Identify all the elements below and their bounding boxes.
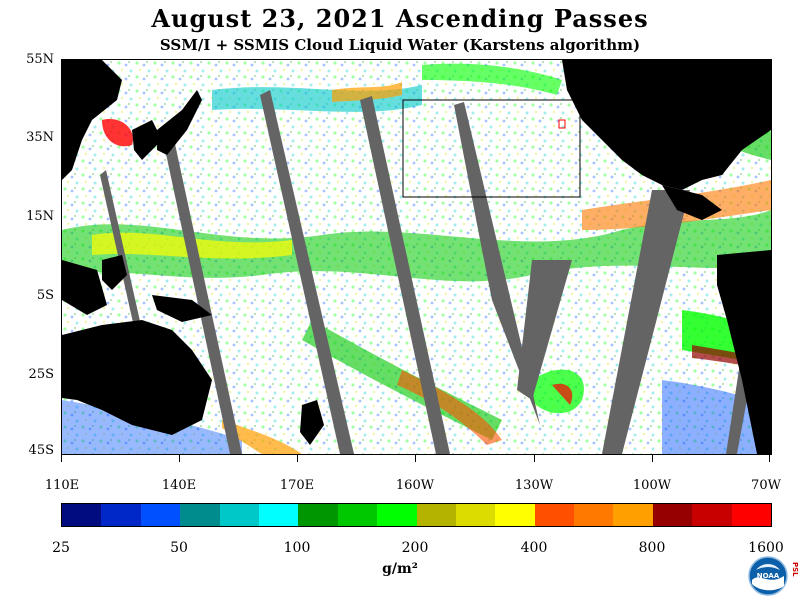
lat-label-45s: 45S	[28, 443, 54, 458]
map-title: August 23, 2021 Ascending Passes	[151, 4, 649, 33]
colorbar-swatch	[574, 504, 614, 526]
map-canvas	[62, 60, 771, 454]
colorbar-label-800: 800	[638, 540, 666, 556]
map-panel	[61, 59, 772, 455]
colorbar-label-50: 50	[170, 540, 188, 556]
lon-tick	[297, 454, 298, 462]
lon-tick	[415, 454, 416, 462]
colorbar-swatch	[613, 504, 653, 526]
noaa-logo-icon[interactable]: NOAA	[748, 556, 788, 596]
colorbar-swatch	[692, 504, 732, 526]
new-zealand-land	[300, 400, 324, 445]
colorbar-label-1600: 1600	[748, 540, 784, 556]
lat-label-15n: 15N	[26, 209, 54, 224]
lon-label-100w: 100W	[632, 478, 672, 493]
colorbar-units: g/m²	[382, 561, 418, 577]
colorbar-swatch	[298, 504, 338, 526]
lat-label-35n: 35N	[26, 130, 54, 145]
map-subtitle: SSM/I + SSMIS Cloud Liquid Water (Karste…	[159, 36, 641, 54]
region-marker	[558, 119, 566, 129]
lon-tick	[179, 454, 180, 462]
colorbar-swatch	[731, 504, 772, 526]
colorbar-swatch	[140, 504, 181, 526]
swath-gaps	[100, 90, 757, 454]
colorbar	[61, 503, 772, 527]
colorbar-swatch	[219, 504, 259, 526]
lon-label-70w: 70W	[751, 478, 781, 493]
colorbar-swatch	[101, 504, 141, 526]
lon-tick	[652, 454, 653, 462]
lon-label-110e: 110E	[44, 478, 80, 493]
colorbar-label-200: 200	[401, 540, 429, 556]
lon-label-140e: 140E	[161, 478, 197, 493]
north-america-land	[562, 60, 771, 190]
colorbar-swatch	[258, 504, 299, 526]
lon-tick	[769, 454, 770, 462]
korea-land	[132, 120, 162, 160]
south-america-land	[717, 250, 771, 454]
psl-badge: PSL	[791, 562, 799, 577]
colorbar-swatch	[180, 504, 220, 526]
lat-label-25s: 25S	[28, 367, 54, 382]
lat-label-55n: 55N	[26, 52, 54, 67]
lon-label-170e: 170E	[279, 478, 315, 493]
region-box	[402, 99, 581, 198]
australia-land	[62, 320, 212, 435]
borneo-land	[62, 260, 107, 315]
lon-tick	[61, 454, 62, 462]
japan-land	[157, 90, 202, 155]
colorbar-label-100: 100	[283, 540, 311, 556]
colorbar-label-25: 25	[52, 540, 70, 556]
colorbar-swatch	[337, 504, 378, 526]
colorbar-swatch	[495, 504, 535, 526]
colorbar-swatch	[62, 504, 102, 526]
new-guinea-land	[152, 295, 212, 322]
lat-label-5s: 5S	[36, 288, 54, 303]
colorbar-swatch	[455, 504, 496, 526]
colorbar-label-400: 400	[520, 540, 548, 556]
asia-land	[62, 60, 122, 180]
philippines-land	[102, 255, 127, 290]
colorbar-swatch	[534, 504, 575, 526]
lon-tick	[534, 454, 535, 462]
colorbar-swatch	[416, 504, 456, 526]
colorbar-swatch	[377, 504, 417, 526]
noaa-logo-text: NOAA	[757, 572, 780, 580]
mexico-land	[662, 185, 722, 220]
colorbar-swatch	[652, 504, 693, 526]
land-masses	[62, 60, 771, 454]
lon-label-130w: 130W	[514, 478, 554, 493]
lon-label-160w: 160W	[395, 478, 435, 493]
